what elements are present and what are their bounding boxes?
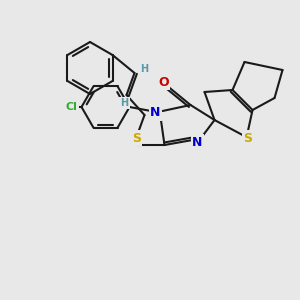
Text: N: N bbox=[150, 106, 161, 119]
Text: S: S bbox=[132, 131, 141, 145]
Text: S: S bbox=[243, 131, 252, 145]
Text: H: H bbox=[121, 98, 129, 108]
Text: O: O bbox=[158, 76, 169, 88]
Text: N: N bbox=[192, 136, 203, 148]
Text: H: H bbox=[140, 64, 148, 74]
Text: Cl: Cl bbox=[66, 102, 77, 112]
